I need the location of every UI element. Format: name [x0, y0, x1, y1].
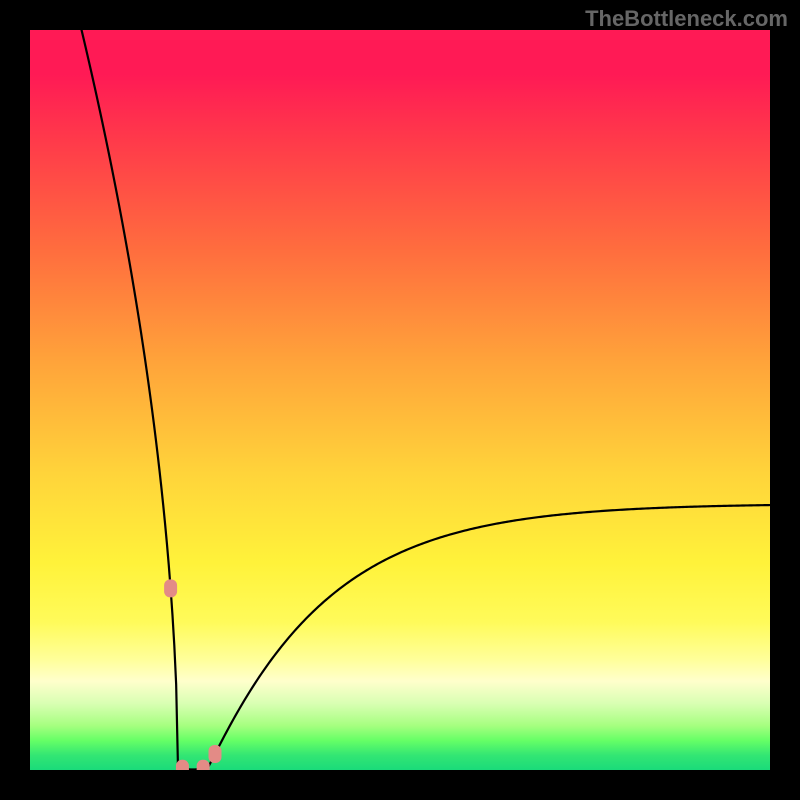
chart-container: TheBottleneck.com [0, 0, 800, 800]
watermark-text: TheBottleneck.com [585, 6, 788, 32]
curve-marker [164, 579, 177, 597]
curve-marker [209, 745, 222, 763]
plot-area [30, 30, 770, 770]
chart-svg [0, 0, 800, 800]
